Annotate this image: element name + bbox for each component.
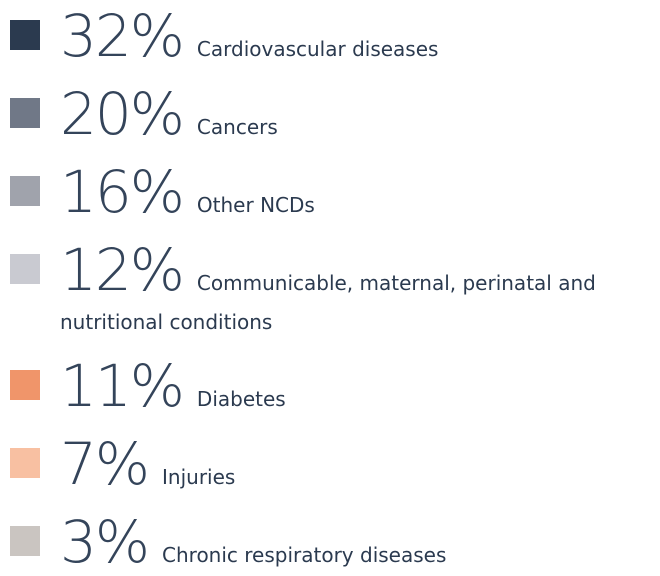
percent: 20% [60,80,185,148]
percent: 16% [60,158,185,226]
legend-item: 20% Cancers [0,80,660,148]
percent: 3% [60,508,150,576]
label: Diabetes [196,387,286,411]
swatch [10,176,40,206]
label: Communicable, maternal, perinatal and nu… [60,271,596,334]
swatch [10,448,40,478]
percent: 7% [60,430,150,498]
legend-item: 32% Cardiovascular diseases [0,2,660,70]
swatch [10,370,40,400]
legend-item: 7% Injuries [0,430,660,498]
label: Injuries [162,465,236,489]
label: Chronic respiratory diseases [162,543,447,567]
percent: 12% [60,236,185,304]
legend-item: 16% Other NCDs [0,158,660,226]
label: Other NCDs [196,193,315,217]
legend-item: 11% Diabetes [0,352,660,420]
percent: 32% [60,2,185,70]
label: Cardiovascular diseases [196,37,439,61]
legend-item: 3% Chronic respiratory diseases [0,508,660,576]
percent: 11% [60,352,185,420]
label: Cancers [196,115,278,139]
swatch [10,20,40,50]
swatch [10,98,40,128]
swatch [10,254,40,284]
swatch [10,526,40,556]
legend-item: 12% Communicable, maternal, perinatal and… [0,236,660,342]
